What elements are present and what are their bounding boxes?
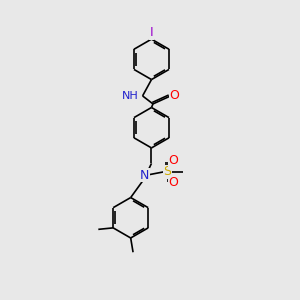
Text: S: S	[164, 165, 172, 178]
Text: I: I	[150, 26, 153, 39]
Text: O: O	[170, 88, 180, 101]
Text: NH: NH	[122, 91, 139, 101]
Text: N: N	[140, 169, 149, 182]
Text: O: O	[169, 154, 178, 167]
Text: O: O	[169, 176, 178, 190]
